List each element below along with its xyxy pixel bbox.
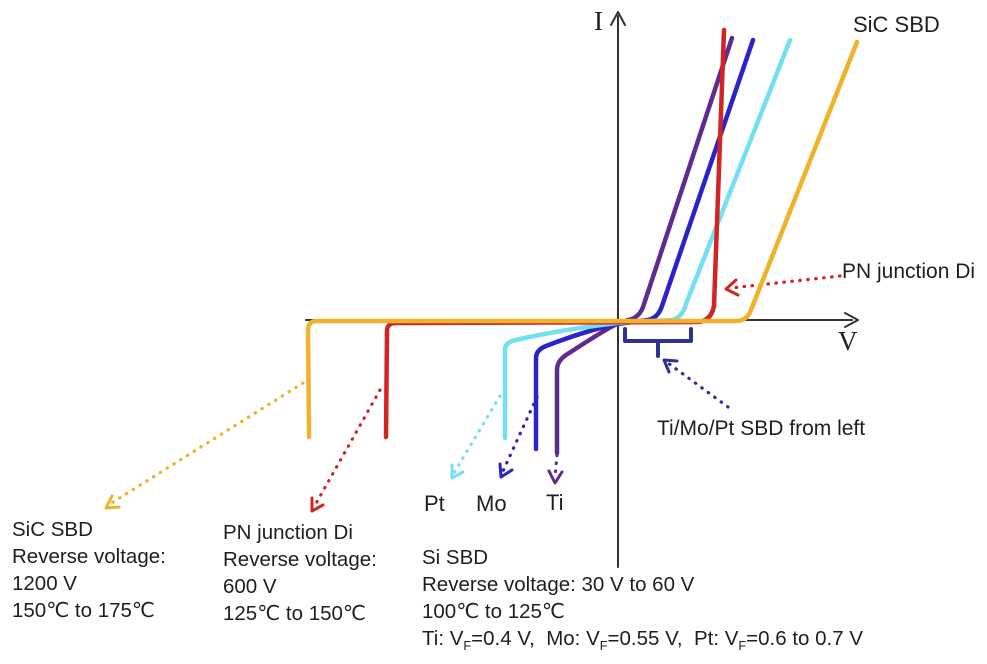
ti-sbd-curve <box>554 35 735 456</box>
sic-sbd-curve <box>305 39 860 440</box>
mo-label-arrowhead <box>498 462 514 479</box>
pn-junction-right-label: PN junction Di <box>842 260 976 283</box>
sic-note-arrow <box>108 381 305 506</box>
pn-label-arrow <box>729 274 842 290</box>
vf-sub: F <box>463 638 472 654</box>
vf-text: Ti: V <box>422 627 464 650</box>
ti-label: Ti <box>546 490 564 515</box>
note-line: 150℃ to 175℃ <box>12 599 155 622</box>
x-axis-label: V <box>838 326 858 356</box>
pn-note-arrow <box>312 388 382 509</box>
vf-text: =0.4 V, Mo: V <box>471 627 600 650</box>
pn-note-arrowhead <box>310 496 325 513</box>
note-line: Reverse voltage: <box>12 545 166 568</box>
bracket-note-arrow <box>666 361 730 409</box>
pt-sbd-curve <box>502 37 793 441</box>
vf-text: =0.6 to 0.7 V <box>746 627 863 650</box>
note-line: SiC SBD <box>12 518 93 541</box>
pt-label-arrowhead <box>450 463 465 480</box>
note-line: Reverse voltage: 30 V to 60 V <box>422 573 695 596</box>
ti-mo-pt-bracket <box>623 327 693 358</box>
note-line: 100℃ to 125℃ <box>422 600 565 623</box>
y-axis-label: I <box>594 6 603 36</box>
vf-sub: F <box>738 638 747 654</box>
pt-label-arrow <box>452 394 502 475</box>
vf-text: =0.55 V, Pt: V <box>607 627 739 650</box>
note-line: 600 V <box>223 575 277 598</box>
note-line: 1200 V <box>12 572 77 595</box>
vf-sub: F <box>599 638 608 654</box>
si-sbd-note: Si SBD Reverse voltage: 30 V to 60 V 100… <box>422 544 863 659</box>
mo-label-arrow <box>501 395 539 473</box>
note-line: 125℃ to 150℃ <box>223 602 366 625</box>
pn-junction-note: PN junction Di Reverse voltage: 600 V 12… <box>223 519 377 627</box>
sic-note-arrowhead <box>104 494 121 510</box>
mo-sbd-curve <box>533 37 756 452</box>
note-line: PN junction Di <box>223 521 353 544</box>
note-line: Reverse voltage: <box>223 548 377 571</box>
ti-label-arrowhead <box>547 469 564 485</box>
pn-label-arrowhead <box>724 278 740 297</box>
ti-label-arrow <box>553 453 559 479</box>
mo-label: Mo <box>476 491 507 516</box>
note-line: Si SBD <box>422 546 489 569</box>
bracket-note-arrowhead <box>662 358 679 374</box>
y-axis-arrowhead <box>610 11 626 26</box>
bracket-note-label: Ti/Mo/Pt SBD from left <box>657 417 866 440</box>
vf-values-line: Ti: VF=0.4 V, Mo: VF=0.55 V, Pt: VF=0.6 … <box>422 625 863 659</box>
pt-label: Pt <box>424 491 445 516</box>
sic-sbd-note: SiC SBD Reverse voltage: 1200 V 150℃ to … <box>12 516 166 624</box>
sic-sbd-top-label: SiC SBD <box>853 12 940 37</box>
x-axis-arrowhead <box>844 312 859 328</box>
